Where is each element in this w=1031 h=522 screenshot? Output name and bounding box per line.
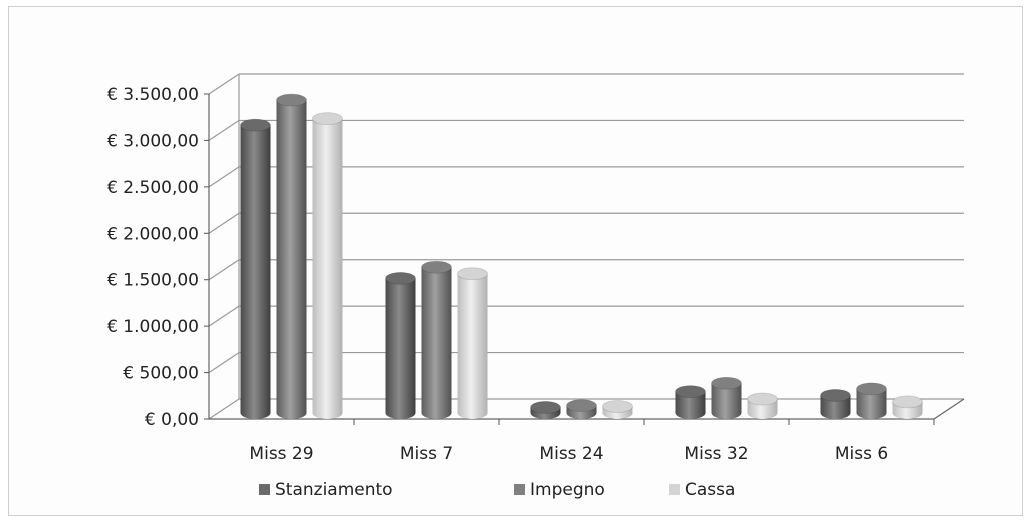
y-tick-label: € 2.500,00 — [107, 178, 199, 198]
legend-swatch — [259, 484, 270, 495]
bar-body — [276, 100, 307, 414]
bar — [312, 112, 343, 419]
y-tick-label: € 1.000,00 — [107, 317, 199, 337]
bar-chart: € 0,00 € 500,00 € 1.000,00 € 1.500,00 € 2.00… — [107, 73, 965, 500]
bar — [530, 401, 561, 419]
bar-base — [820, 407, 851, 419]
bar-top — [747, 392, 778, 406]
gridline-side — [208, 352, 240, 374]
x-axis-ticks: Miss 29 Miss 7 Miss 24 Miss 32 Miss 6 — [249, 419, 935, 464]
bar — [566, 399, 597, 419]
y-tick-label: € 3.000,00 — [107, 131, 199, 151]
bar-top — [312, 112, 343, 126]
bar-base — [856, 407, 887, 419]
legend: Stanziamento Impegno Cassa — [259, 480, 735, 500]
bar-body — [457, 273, 488, 413]
bar-base — [675, 407, 706, 419]
bar — [385, 271, 416, 419]
bar — [711, 376, 742, 419]
gridline-side — [208, 166, 240, 188]
gridline-side — [208, 259, 240, 281]
gridline-side — [208, 305, 240, 327]
bar — [240, 118, 271, 419]
bar — [421, 260, 452, 419]
bar-body — [240, 125, 271, 414]
x-tick-label: Miss 24 — [539, 444, 603, 464]
bar-body — [421, 267, 452, 413]
legend-label: Impegno — [530, 480, 605, 500]
bar-top — [276, 93, 307, 107]
bar — [675, 385, 706, 419]
bar-top — [820, 388, 851, 402]
bar — [856, 382, 887, 419]
legend-label: Cassa — [685, 480, 735, 500]
legend-label: Stanziamento — [275, 480, 393, 500]
y-tick-label: € 0,00 — [145, 410, 199, 430]
bar-base — [892, 407, 923, 419]
gridline-side — [208, 398, 240, 420]
bar-base — [747, 407, 778, 419]
bar-top — [566, 399, 597, 412]
bar-top — [530, 401, 561, 414]
y-axis-ticks: € 0,00 € 500,00 € 1.000,00 € 1.500,00 € 2.00… — [107, 85, 209, 430]
bar — [457, 267, 488, 419]
bar-top — [385, 271, 416, 285]
legend-swatch — [669, 484, 680, 495]
gridline-side — [208, 73, 240, 95]
gridline-side — [208, 212, 240, 234]
bar-base — [312, 407, 343, 419]
x-tick-label: Miss 29 — [249, 444, 313, 464]
bar-base — [276, 407, 307, 419]
bar-body — [312, 118, 343, 414]
bar-base — [385, 407, 416, 419]
bars — [240, 93, 923, 419]
bar-base — [711, 407, 742, 419]
bar-top — [240, 118, 271, 132]
bar — [602, 400, 633, 419]
bar-top — [421, 260, 452, 274]
legend-swatch — [514, 484, 525, 495]
bar — [276, 93, 307, 419]
x-tick-label: Miss 6 — [835, 444, 888, 464]
bar-base — [421, 407, 452, 419]
bar-top — [602, 400, 633, 413]
bar — [820, 388, 851, 419]
gridline-side — [208, 119, 240, 141]
bar-base — [457, 407, 488, 419]
y-tick-label: € 2.000,00 — [107, 224, 199, 244]
bar-top — [892, 395, 923, 409]
y-tick-label: € 1.500,00 — [107, 271, 199, 291]
bar-top — [675, 385, 706, 399]
bar-top — [856, 382, 887, 396]
x-tick-label: Miss 7 — [400, 444, 453, 464]
y-tick-label: € 3.500,00 — [107, 85, 199, 105]
bar-body — [675, 391, 706, 413]
bar-top — [457, 267, 488, 281]
bar-base — [240, 407, 271, 419]
y-tick-label: € 500,00 — [123, 364, 199, 384]
chart-frame: € 0,00 € 500,00 € 1.000,00 € 1.500,00 € 2.00… — [8, 6, 1023, 516]
bar — [747, 392, 778, 419]
bar-body — [385, 278, 416, 413]
x-tick-label: Miss 32 — [684, 444, 748, 464]
bar — [892, 395, 923, 419]
bar-top — [711, 376, 742, 390]
gridlines — [208, 73, 964, 420]
